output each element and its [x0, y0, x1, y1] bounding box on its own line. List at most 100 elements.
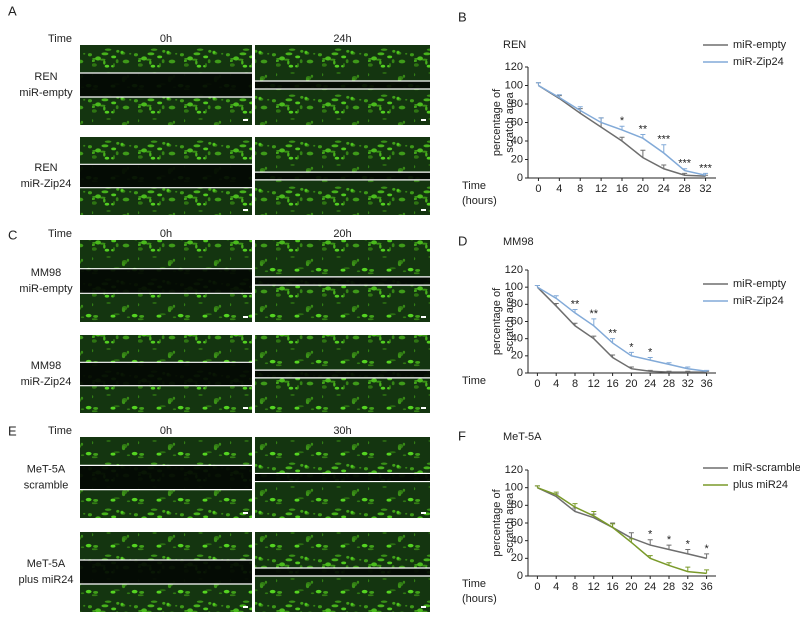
error-bar	[685, 549, 691, 554]
chart-title: MeT-5A	[503, 431, 542, 443]
series-line	[537, 486, 707, 575]
error-bar	[553, 295, 559, 299]
error-bar	[685, 566, 691, 572]
row-label: miR-empty	[19, 283, 73, 295]
legend-label: miR-Zip24	[733, 295, 784, 307]
x-tick-label: 20	[637, 183, 649, 195]
y-tick-label: 120	[505, 464, 523, 476]
x-tick-label: 4	[556, 183, 562, 195]
panel-letter: F	[458, 428, 466, 443]
error-bar	[666, 544, 672, 550]
panel-letter: E	[8, 423, 17, 438]
series-line	[537, 286, 707, 373]
x-tick-label: 0	[534, 581, 540, 593]
y-tick-label: 40	[511, 333, 523, 345]
row-label: REN	[34, 162, 57, 174]
y-tick-label: 100	[505, 482, 523, 494]
row-label: MM98	[31, 360, 62, 372]
panel-letter: C	[8, 227, 17, 242]
x-tick-label: 12	[595, 183, 607, 195]
error-bar	[647, 369, 653, 372]
error-bar	[661, 164, 667, 169]
error-bar	[628, 532, 634, 539]
error-bar	[556, 94, 562, 98]
y-tick-label: 0	[517, 367, 523, 379]
x-tick-label: 24	[658, 183, 670, 195]
y-tick-label: 100	[505, 281, 523, 293]
x-tick-label: 36	[700, 378, 712, 390]
x-axis-label: Time	[462, 180, 486, 192]
row-label: plus miR24	[18, 574, 73, 586]
error-bar	[534, 284, 540, 288]
legend-label: miR-scramble	[733, 462, 800, 474]
y-tick-label: 100	[505, 79, 523, 91]
error-bar	[628, 366, 634, 369]
error-bar	[610, 338, 616, 343]
x-tick-label: 32	[682, 581, 694, 593]
error-bar	[610, 354, 616, 358]
x-tick-label: 16	[606, 581, 618, 593]
y-tick-label: 40	[511, 135, 523, 147]
scale-bar	[421, 209, 426, 211]
error-bar	[572, 503, 578, 508]
scale-bar	[243, 512, 248, 514]
chart-title: REN	[503, 39, 526, 51]
time-label: Time	[48, 33, 72, 45]
x-tick-label: 16	[606, 378, 618, 390]
scale-bar	[421, 606, 426, 608]
significance-mark: **	[590, 308, 599, 320]
error-bar	[619, 136, 625, 141]
error-bar	[666, 370, 672, 373]
error-bar	[682, 172, 688, 176]
error-bar	[628, 538, 634, 543]
time-label: Time	[48, 228, 72, 240]
significance-mark: *	[620, 115, 625, 127]
row-label: REN	[34, 71, 57, 83]
x-tick-label: 32	[699, 183, 711, 195]
x-tick-label: 28	[679, 183, 691, 195]
y-tick-label: 120	[505, 61, 523, 73]
x-tick-label: 4	[553, 581, 559, 593]
y-tick-label: 120	[505, 264, 523, 276]
y-tick-label: 60	[511, 315, 523, 327]
scale-bar	[421, 512, 426, 514]
y-tick-label: 20	[511, 350, 523, 362]
row-label: miR-Zip24	[21, 376, 72, 388]
error-bar	[619, 125, 625, 130]
x-tick-label: 12	[588, 378, 600, 390]
y-tick-label: 80	[511, 499, 523, 511]
y-axis-label: scratch area	[504, 492, 516, 553]
y-tick-label: 0	[517, 570, 523, 582]
column-header: 0h	[160, 425, 172, 437]
y-tick-label: 80	[511, 98, 523, 110]
y-axis-label: scratch area	[504, 290, 516, 351]
row-label: miR-empty	[19, 87, 73, 99]
error-bar	[704, 553, 710, 559]
scratch-gap	[80, 73, 252, 97]
x-tick-label: 32	[682, 378, 694, 390]
error-bar	[591, 318, 597, 326]
y-axis-label: percentage of	[491, 287, 503, 355]
error-bar	[535, 82, 541, 86]
error-bar	[534, 485, 540, 488]
scratch-gap	[255, 370, 430, 378]
scale-bar	[243, 209, 248, 211]
error-bar	[703, 172, 709, 176]
column-header: 0h	[160, 228, 172, 240]
scratch-gap	[80, 164, 252, 188]
significance-mark: *	[629, 341, 634, 353]
scratch-gap	[80, 465, 252, 490]
scratch-gap	[80, 362, 252, 386]
significance-mark: *	[667, 534, 672, 546]
panel-letter: A	[8, 3, 17, 18]
x-axis-label: Time	[462, 578, 486, 590]
scale-bar	[243, 119, 248, 121]
significance-mark: *	[704, 543, 709, 555]
scratch-gap	[80, 560, 252, 584]
row-label: MeT-5A	[27, 558, 66, 570]
x-tick-label: 8	[572, 581, 578, 593]
scale-bar	[243, 606, 248, 608]
x-tick-label: 8	[572, 378, 578, 390]
column-header: 24h	[333, 33, 351, 45]
